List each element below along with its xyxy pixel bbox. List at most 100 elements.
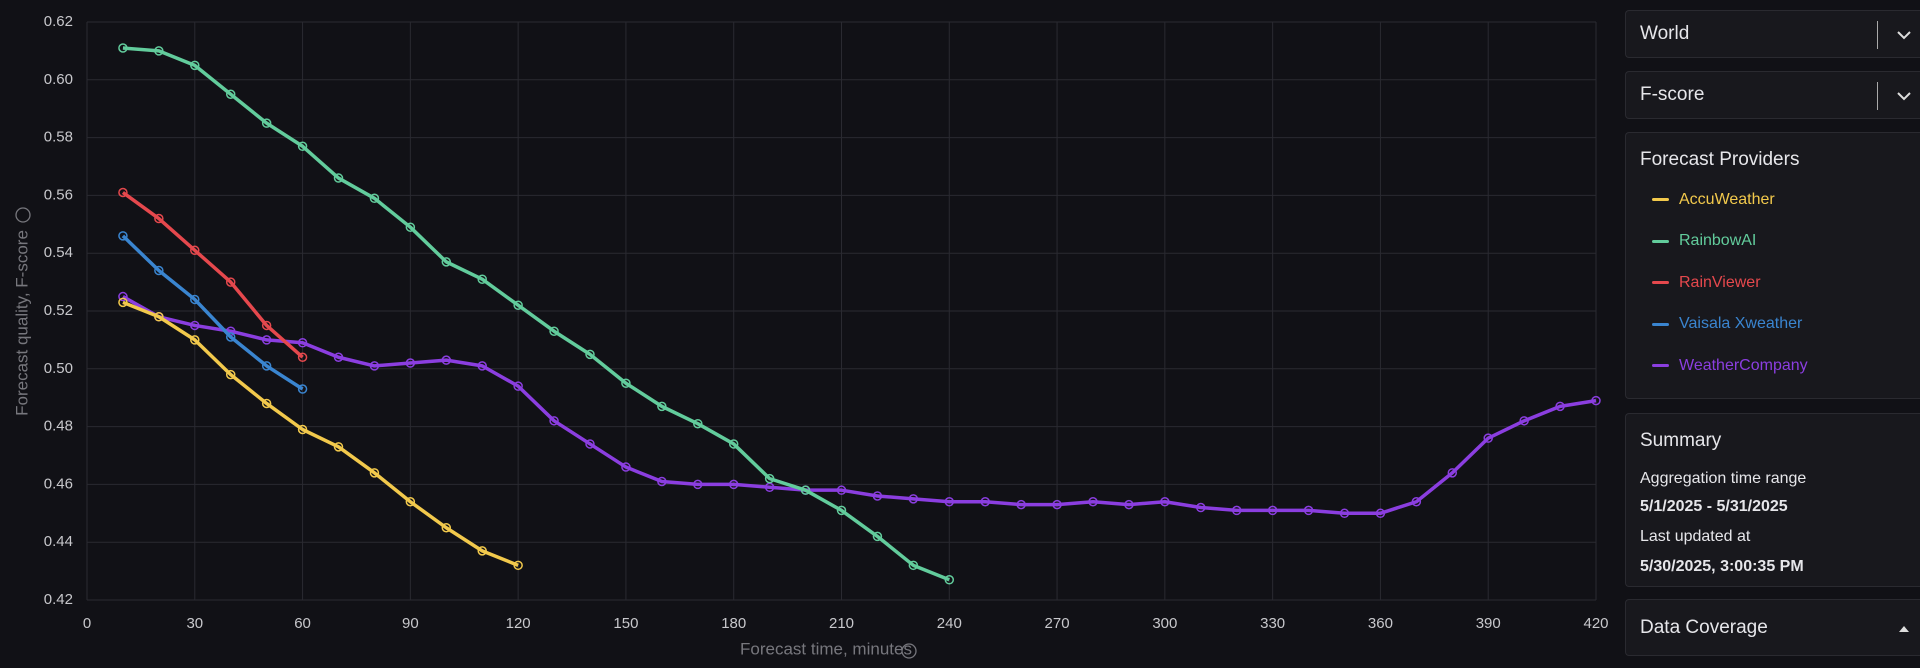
panel-title: Data Coverage bbox=[1640, 616, 1768, 638]
point bbox=[764, 473, 775, 484]
x-tick-label: 300 bbox=[1152, 615, 1177, 632]
point bbox=[297, 384, 308, 394]
legend-item[interactable]: WeatherCompany bbox=[1626, 345, 1920, 387]
legend-item[interactable]: Vaisala Xweather bbox=[1626, 304, 1920, 346]
point bbox=[154, 265, 164, 276]
point bbox=[1591, 395, 1601, 406]
point bbox=[549, 416, 559, 426]
point bbox=[333, 442, 344, 452]
series bbox=[118, 43, 955, 585]
point bbox=[621, 378, 631, 388]
point bbox=[261, 398, 272, 409]
point bbox=[118, 43, 128, 53]
point bbox=[118, 291, 128, 302]
point bbox=[225, 332, 236, 342]
point bbox=[1052, 499, 1062, 510]
point bbox=[836, 485, 847, 495]
y-tick-label: 0.60 bbox=[44, 71, 73, 88]
legend-label: RainbowAI bbox=[1679, 232, 1757, 250]
x-tick-label: 270 bbox=[1045, 615, 1070, 632]
point bbox=[1303, 505, 1314, 516]
legend-item[interactable]: RainViewer bbox=[1626, 262, 1920, 304]
legend-swatch bbox=[1652, 198, 1669, 202]
info-icon[interactable] bbox=[15, 207, 31, 223]
point bbox=[297, 424, 308, 435]
summary-label: Last updated at bbox=[1640, 528, 1751, 545]
point bbox=[190, 245, 200, 256]
point bbox=[944, 496, 955, 507]
point bbox=[1375, 508, 1386, 519]
x-tick-label: 420 bbox=[1583, 615, 1608, 632]
x-tick-label: 360 bbox=[1368, 615, 1393, 632]
x-tick-label: 180 bbox=[721, 615, 746, 632]
y-tick-label: 0.44 bbox=[44, 533, 73, 550]
point bbox=[549, 326, 559, 336]
legend-swatch bbox=[1652, 281, 1669, 285]
region-select[interactable]: World bbox=[1625, 10, 1920, 58]
metric-value: F-score bbox=[1640, 84, 1705, 105]
point bbox=[836, 505, 847, 516]
y-tick-label: 0.62 bbox=[44, 13, 73, 30]
y-tick-label: 0.52 bbox=[44, 302, 73, 319]
providers-panel: Forecast Providers AccuWeather RainbowAI R… bbox=[1625, 132, 1920, 399]
point bbox=[261, 335, 272, 345]
point bbox=[225, 89, 236, 99]
point bbox=[405, 358, 416, 368]
metric-select[interactable]: F-score bbox=[1625, 71, 1920, 119]
point bbox=[369, 361, 380, 371]
info-icon[interactable] bbox=[901, 643, 917, 659]
point bbox=[154, 213, 164, 224]
point bbox=[118, 187, 128, 198]
x-tick-label: 210 bbox=[829, 615, 854, 632]
y-tick-label: 0.48 bbox=[44, 418, 73, 435]
y-axis-title: Forecast quality, F-score bbox=[12, 230, 31, 416]
point bbox=[297, 338, 308, 348]
point bbox=[190, 320, 200, 331]
point bbox=[1267, 505, 1278, 516]
summary-panel: Summary Aggregation time range 5/1/2025 … bbox=[1625, 413, 1920, 587]
chevron bbox=[1897, 31, 1911, 40]
point bbox=[1124, 499, 1134, 510]
legend-item[interactable]: RainbowAI bbox=[1626, 221, 1920, 263]
y-tick-label: 0.56 bbox=[44, 186, 73, 203]
point bbox=[369, 193, 380, 204]
legend-label: Vaisala Xweather bbox=[1679, 315, 1803, 333]
line bbox=[121, 234, 304, 391]
point bbox=[154, 312, 164, 322]
legend-label: RainViewer bbox=[1679, 273, 1761, 291]
point bbox=[1160, 496, 1170, 507]
point bbox=[908, 560, 919, 571]
sidebar: World F-score Forecast Providers AccuWea… bbox=[1625, 0, 1920, 668]
point bbox=[333, 173, 344, 183]
point bbox=[297, 352, 308, 362]
point bbox=[872, 491, 883, 501]
legend-label: AccuWeather bbox=[1679, 190, 1775, 208]
series bbox=[118, 187, 308, 362]
y-tick-label: 0.54 bbox=[44, 244, 73, 261]
coverage-panel[interactable]: Data Coverage bbox=[1625, 599, 1920, 656]
legend-item[interactable]: AccuWeather bbox=[1626, 179, 1920, 221]
point bbox=[728, 479, 739, 490]
separator bbox=[1877, 82, 1878, 110]
point bbox=[190, 335, 200, 345]
series bbox=[118, 231, 308, 394]
legend: AccuWeather RainbowAI RainViewer Vaisala Xw… bbox=[1626, 179, 1920, 387]
summary-label: Aggregation time range bbox=[1640, 470, 1807, 487]
point bbox=[1447, 468, 1458, 478]
legend-swatch bbox=[1652, 322, 1669, 326]
legend-swatch bbox=[1652, 239, 1669, 243]
panel-title: Summary bbox=[1640, 430, 1722, 451]
point bbox=[441, 257, 452, 267]
x-tick-label: 240 bbox=[937, 615, 962, 632]
point bbox=[1016, 499, 1026, 510]
x-tick-label: 0 bbox=[83, 615, 91, 632]
x-tick-label: 30 bbox=[186, 615, 203, 632]
point bbox=[513, 560, 523, 571]
point bbox=[477, 274, 487, 284]
y-tick-label: 0.58 bbox=[44, 129, 73, 146]
line bbox=[121, 191, 304, 359]
panel-title: Forecast Providers bbox=[1640, 149, 1800, 170]
point bbox=[118, 297, 128, 308]
point bbox=[405, 496, 416, 507]
point bbox=[261, 118, 272, 128]
